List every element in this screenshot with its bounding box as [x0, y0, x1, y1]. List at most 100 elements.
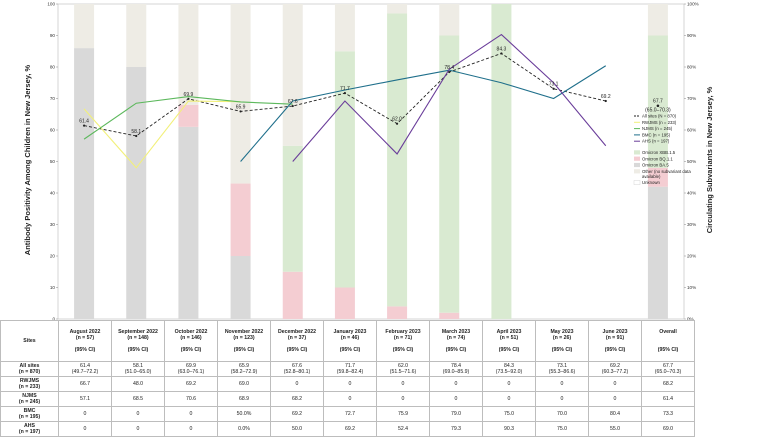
value-text: 0: [560, 395, 564, 402]
data-label: 67.6: [288, 99, 298, 105]
overall-label: 67.7: [653, 99, 663, 105]
bar-segment-omicron-4: [282, 271, 303, 319]
value-cell: 57.1: [58, 391, 112, 407]
all-sites-point: [552, 87, 555, 90]
value-cell: 69.2 (60.3–77.2): [588, 361, 642, 377]
legend-bar-swatch: [634, 150, 640, 155]
month-n: (n = 46): [340, 334, 360, 341]
data-label: 73.1: [549, 82, 559, 88]
y-tick-label-right: 0%: [687, 317, 694, 320]
line-layer: [83, 33, 607, 169]
month-label: March 2023: [441, 328, 471, 335]
y-axis-title-right: Circulating Subvariants in New Jersey, %: [705, 86, 714, 233]
legend-bar-swatch: [634, 162, 640, 168]
bar-segment-omicron-7: [439, 312, 460, 319]
bar-segment-other-3: [230, 4, 251, 184]
value-cell: 70.6: [164, 391, 218, 407]
y-tick-label-left: 0: [52, 317, 55, 320]
value-text: 58.1: [132, 362, 144, 369]
value-cell: 66.7: [58, 376, 112, 392]
bar-segment-other-7: [439, 4, 460, 36]
site-n: (n = 195): [18, 414, 41, 420]
value-cell: 0: [111, 421, 165, 437]
month-n: (n = 146): [180, 334, 202, 341]
bar-segment-omicron-6: [387, 13, 408, 307]
value-cell: 75.9: [376, 406, 430, 422]
value-text: 61.4: [662, 395, 674, 402]
data-table-wrapper: Sites August 2022 (n = 57) (95% CI) Septemb…: [0, 320, 695, 437]
value-text: 0: [454, 380, 458, 387]
value-text: 65.9: [238, 362, 250, 369]
month-label: May 2023: [550, 328, 574, 335]
y-tick-label-left: 10: [50, 285, 56, 290]
table-row: AHS (n = 197) 0 0 0 0.0% 50.0 69.2 52.4 79.3 90.3 7…: [0, 421, 695, 437]
month-n: (n = 26): [552, 334, 572, 341]
table-row: BMC (n = 195) 0 0 0 50.0% 69.2 72.7 75.9 79.0 75.0…: [0, 406, 695, 422]
value-cell: 75.0: [535, 421, 589, 437]
legend-entry: All sites (N = 870): [642, 114, 677, 119]
value-cell: 78.4 (69.0–85.9): [429, 361, 483, 377]
month-label: September 2022: [118, 328, 158, 335]
table-header-row: Sites August 2022 (n = 57) (95% CI) Septemb…: [0, 320, 695, 362]
series-line-1: [83, 100, 241, 169]
bar-segment-omicron-0: [74, 48, 95, 319]
value-text: 79.0: [450, 410, 462, 417]
value-cell: 67.6 (52.8–80.1): [270, 361, 324, 377]
value-text: 0: [560, 380, 564, 387]
site-n: (n = 245): [18, 399, 41, 405]
value-text: 67.7: [662, 362, 674, 369]
value-cell: 72.7: [323, 406, 377, 422]
plot-frame: [57, 3, 685, 320]
value-text: 0: [613, 380, 617, 387]
value-cell: 0: [535, 391, 589, 407]
value-cell: 65.9 (58.2–72.9): [217, 361, 271, 377]
y-tick-label-left: 40: [50, 191, 56, 196]
value-cell: 62.0 (51.5–71.6): [376, 361, 430, 377]
y-tick-label-right: 90%: [687, 33, 696, 38]
series-line-4: [292, 33, 607, 162]
value-cell: 58.1 (51.0–65.0): [111, 361, 165, 377]
legend-entry: AHS (n = 197): [642, 139, 670, 144]
ci-header: (95% CI): [498, 347, 520, 354]
legend-bar-swatch: [633, 180, 641, 185]
y-tick-label-left: 70: [50, 96, 56, 101]
value-text: 0: [83, 425, 87, 432]
legend-layer: All sites (N = 870)RWJMS (n = 233)NJMS (…: [633, 114, 691, 185]
bar-segment-omicron-11: [647, 167, 668, 187]
all-sites-point: [604, 99, 607, 103]
bar-segment-other-11: [647, 4, 668, 36]
bar-segment-omicron-5: [334, 287, 355, 319]
value-text: 78.4: [450, 362, 462, 369]
site-name: NJMS: [22, 392, 37, 399]
bar-segment-omicron-11: [647, 35, 668, 168]
table-header-month: August 2022 (n = 57) (95% CI): [58, 320, 112, 362]
legend-bar-swatch: [634, 156, 640, 161]
ci-text: (73.5–92.0): [495, 369, 523, 375]
y-tick-label-right: 40%: [687, 191, 696, 196]
value-cell: 0: [588, 391, 642, 407]
y-tick-label-right: 70%: [687, 96, 696, 101]
bar-segment-omicron-7: [439, 35, 460, 313]
value-cell: 0: [429, 376, 483, 392]
value-cell: 68.5: [111, 391, 165, 407]
y-tick-label-right: 50%: [687, 159, 696, 164]
legend-entry: Omicron XBB.1.5: [642, 150, 676, 155]
value-cell: 80.4: [588, 406, 642, 422]
value-cell: 69.2: [164, 376, 218, 392]
bar-segment-omicron-6: [387, 306, 408, 319]
table-header-month: Overall (95% CI): [641, 320, 695, 362]
ci-header: (95% CI): [127, 347, 149, 354]
value-cell: 50.0%: [217, 406, 271, 422]
data-label: 69.2: [601, 94, 611, 100]
value-text: 0: [136, 410, 140, 417]
overall-ci-label: (65.0–70.3): [645, 108, 671, 114]
value-text: 84.3: [503, 362, 515, 369]
value-cell: 61.4: [641, 391, 695, 407]
value-cell: 73.1 (55.3–86.6): [535, 361, 589, 377]
bar-segment-omicron-2: [178, 104, 199, 127]
value-text: 0: [401, 380, 405, 387]
site-cell: NJMS (n = 245): [0, 391, 59, 407]
table-row: All sites (n = 870) 61.4 (49.7–72.2) 58.1 (51…: [0, 361, 695, 377]
label-layer: 61.4 58.1 69.9 65.9 67.6 71.7 62.0 78.4 84.3 73.1…: [79, 46, 671, 138]
value-text: 80.4: [609, 410, 621, 417]
